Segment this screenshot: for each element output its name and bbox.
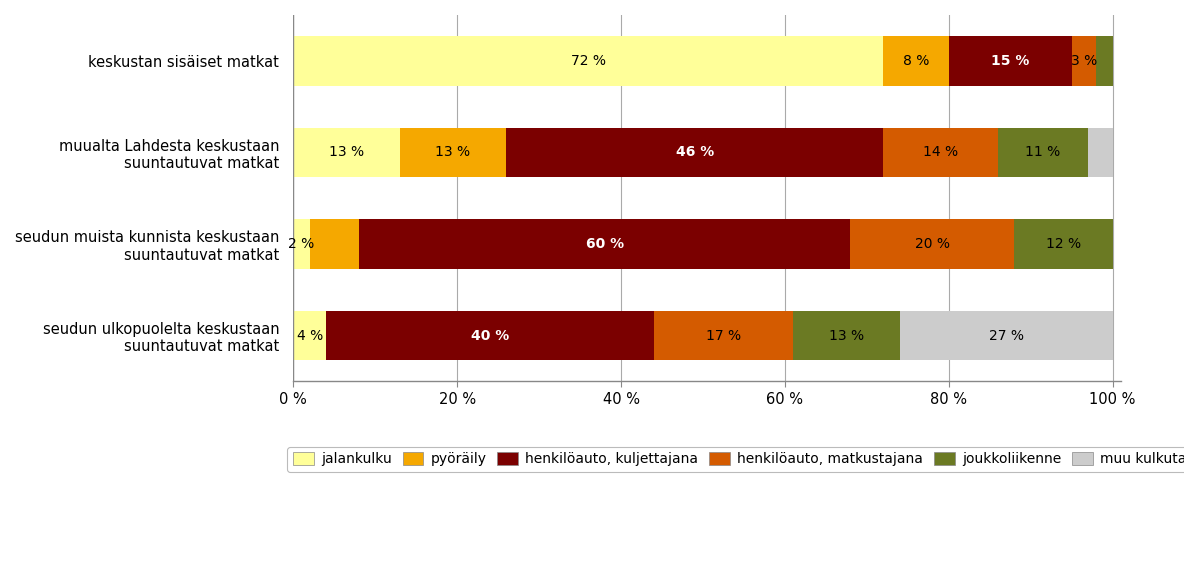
Text: 60 %: 60 % <box>586 237 624 251</box>
Text: 17 %: 17 % <box>706 328 741 342</box>
Bar <box>1096 36 1113 85</box>
Bar <box>400 127 507 177</box>
Bar <box>998 127 1088 177</box>
Legend: jalankulku, pyöräily, henkilöauto, kuljettajana, henkilöauto, matkustajana, jouk: jalankulku, pyöräily, henkilöauto, kulje… <box>288 447 1184 472</box>
Text: 4 %: 4 % <box>296 328 323 342</box>
Bar <box>294 219 310 269</box>
Text: 46 %: 46 % <box>676 145 714 160</box>
Bar <box>900 311 1113 361</box>
Bar <box>326 311 654 361</box>
Bar <box>883 36 948 85</box>
Bar <box>1088 127 1113 177</box>
Text: 3 %: 3 % <box>1070 54 1098 68</box>
Bar <box>948 36 1072 85</box>
Text: 13 %: 13 % <box>436 145 470 160</box>
Text: 40 %: 40 % <box>471 328 509 342</box>
Bar <box>294 127 400 177</box>
Text: 11 %: 11 % <box>1025 145 1061 160</box>
Bar <box>359 219 850 269</box>
Bar <box>850 219 1015 269</box>
Bar <box>1072 36 1096 85</box>
Text: 15 %: 15 % <box>991 54 1029 68</box>
Bar <box>294 36 883 85</box>
Bar <box>654 311 793 361</box>
Text: 13 %: 13 % <box>829 328 864 342</box>
Bar <box>507 127 883 177</box>
Bar <box>793 311 900 361</box>
Bar <box>310 219 359 269</box>
Text: 27 %: 27 % <box>989 328 1024 342</box>
Bar <box>1015 219 1113 269</box>
Text: 8 %: 8 % <box>903 54 929 68</box>
Bar <box>294 311 326 361</box>
Text: 12 %: 12 % <box>1045 237 1081 251</box>
Text: 13 %: 13 % <box>329 145 365 160</box>
Text: 2 %: 2 % <box>289 237 315 251</box>
Text: 72 %: 72 % <box>571 54 606 68</box>
Bar <box>883 127 998 177</box>
Text: 14 %: 14 % <box>924 145 958 160</box>
Text: 20 %: 20 % <box>915 237 950 251</box>
